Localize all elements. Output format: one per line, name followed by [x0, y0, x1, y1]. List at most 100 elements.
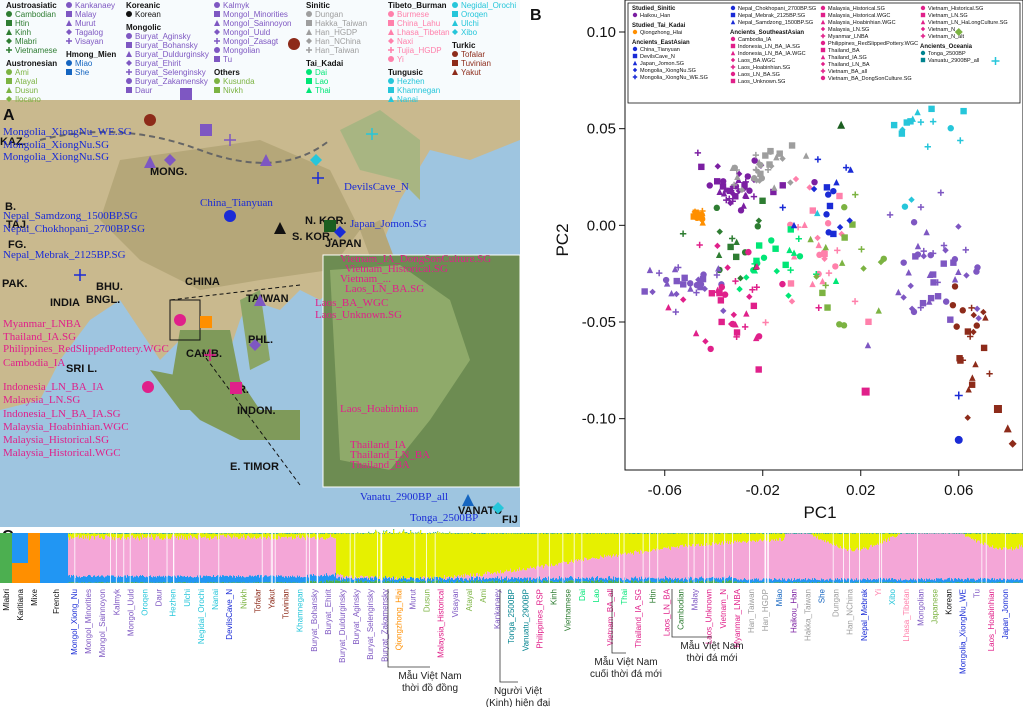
admixture-component — [469, 580, 471, 583]
pca-point — [680, 296, 687, 303]
admixture-component — [440, 577, 442, 582]
admixture-component — [325, 533, 327, 540]
admixture-component — [25, 533, 27, 563]
admixture-component — [343, 533, 345, 578]
admixture-component — [545, 581, 547, 583]
admixture-component — [279, 536, 281, 576]
admixture-component — [125, 533, 127, 534]
admixture-component — [255, 533, 257, 539]
admixture-component — [518, 533, 520, 572]
pca-point — [785, 292, 792, 299]
admixture-component — [302, 577, 304, 583]
admixture-component — [606, 578, 608, 583]
admixture-component — [616, 533, 618, 534]
admixture-component — [164, 537, 166, 578]
admixture-component — [65, 533, 67, 583]
map-legend-marker — [388, 56, 394, 62]
admixture-component — [500, 570, 502, 580]
admixture-component — [55, 533, 57, 583]
admixture-component — [232, 582, 234, 583]
admixture-component — [320, 533, 322, 534]
admixture-component — [248, 533, 250, 536]
admixture-component — [225, 582, 227, 583]
admixture-component — [539, 580, 541, 583]
admixture-component — [338, 533, 340, 575]
admixture-component — [349, 533, 351, 576]
admixture-component — [397, 579, 399, 583]
admixture-component — [315, 539, 317, 576]
admixture-component — [472, 576, 474, 581]
admixture-component — [225, 575, 227, 583]
admixture-component — [391, 577, 393, 581]
admixture-component — [270, 533, 272, 540]
admixture-component — [511, 572, 513, 578]
admixture-component — [387, 577, 389, 579]
admixture-component — [500, 579, 502, 583]
admixture-component — [19, 563, 21, 583]
admixture-component — [526, 580, 528, 583]
admixture-component — [242, 582, 244, 583]
admixture-component — [476, 533, 478, 574]
admixture-component — [202, 577, 204, 583]
admixture-component — [472, 580, 474, 583]
admixture-component — [509, 582, 511, 583]
pca-point — [993, 405, 1002, 413]
admixture-component — [550, 578, 552, 581]
admixture-component — [224, 533, 226, 534]
map-legend-item: Htin — [15, 19, 29, 28]
pca-point — [787, 226, 794, 233]
map-country-label: BHU. — [96, 281, 123, 293]
pca-legend-item: Vietnam_Historical.SG — [928, 6, 983, 12]
admixture-component — [593, 533, 595, 559]
admixture-component — [228, 534, 230, 577]
admixture-component — [548, 580, 550, 583]
admixture-component — [93, 536, 95, 576]
admixture-component — [308, 533, 310, 538]
pca-point — [743, 274, 750, 281]
admixture-component — [531, 579, 533, 582]
admixture-component — [229, 582, 231, 583]
pca-point — [790, 253, 798, 260]
map-legend-marker — [388, 47, 394, 53]
admixture-component — [589, 580, 591, 583]
pca-point — [668, 290, 675, 297]
admixture-component — [544, 566, 546, 579]
admixture-component — [204, 537, 206, 576]
admixture-component — [407, 577, 409, 580]
admixture-component — [126, 577, 128, 583]
admixture-component — [457, 533, 459, 534]
admixture-component — [288, 536, 290, 576]
pca-point — [814, 209, 821, 217]
admixture-component — [75, 533, 77, 538]
admixture-component — [594, 533, 596, 558]
admixture-component — [360, 577, 362, 581]
pca-point — [910, 308, 918, 316]
admixture-component — [204, 533, 206, 538]
pca-point — [796, 253, 804, 260]
pca-legend-marker — [820, 12, 826, 18]
admixture-component — [362, 533, 364, 534]
admixture-component — [542, 533, 544, 566]
admixture-component — [358, 578, 360, 581]
admixture-component — [441, 582, 443, 583]
admixture-component — [258, 574, 260, 583]
admixture-component — [495, 580, 497, 583]
admixture-component — [543, 568, 545, 578]
admixture-component — [371, 578, 373, 582]
admixture-component — [83, 539, 85, 577]
admixture-component — [376, 580, 378, 583]
admixture-component — [326, 573, 328, 581]
admixture-component — [416, 582, 418, 583]
admixture-component — [353, 579, 355, 583]
admixture-component — [150, 575, 152, 583]
admixture-component — [160, 533, 162, 540]
admixture-component — [265, 533, 267, 537]
admixture-component — [355, 577, 357, 581]
admixture-component — [459, 576, 461, 580]
admixture-component — [378, 532, 380, 579]
pca-point — [830, 187, 837, 195]
map-legend-heading: Austroasiatic — [6, 1, 57, 10]
map-legend-item: Mongol_Uuld — [223, 28, 270, 37]
admixture-component — [446, 577, 448, 580]
admixture-component — [3, 533, 5, 583]
